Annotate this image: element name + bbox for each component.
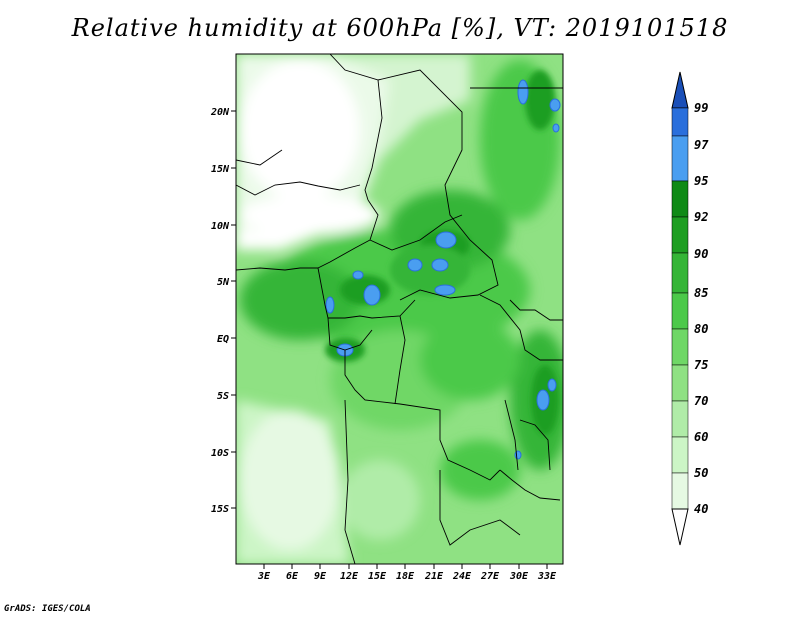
colorbar-label: 50: [694, 466, 708, 480]
colorbar-top-arrow: [671, 71, 689, 109]
colorbar-segment: [671, 472, 689, 510]
colorbar-label: 95: [694, 174, 708, 188]
colorbar-segment: [671, 107, 689, 137]
chart-title: Relative humidity at 600hPa [%], VT: 201…: [71, 14, 729, 42]
lat-label: 5S: [217, 391, 229, 402]
colorbar-label: 60: [694, 430, 708, 444]
colorbar-label: 90: [694, 247, 708, 261]
colorbar-label: 70: [694, 394, 708, 408]
colorbar-segment: [671, 292, 689, 330]
lon-label: 12E: [340, 571, 359, 582]
humidity-field: [236, 54, 563, 564]
colorbar: 99 97 95 92 90 85 80 75 70 60 50 40: [671, 71, 709, 546]
lat-label: 10S: [211, 448, 229, 459]
colorbar-segment: [671, 328, 689, 366]
lat-label: 15N: [211, 164, 230, 175]
lon-label: 27E: [480, 571, 500, 582]
lon-label: 30E: [509, 571, 529, 582]
grads-credit: GrADS: IGES/COLA: [4, 604, 91, 614]
lon-label: 18E: [396, 571, 415, 582]
colorbar-label: 75: [694, 358, 708, 372]
lat-label: 5N: [217, 277, 230, 288]
colorbar-label: 40: [694, 502, 708, 516]
lat-axis: 20N 15N 10N 5N EQ 5S 10S 15S: [210, 107, 236, 515]
lat-label: 20N: [210, 107, 230, 118]
country-borders: [236, 54, 563, 564]
lon-label: 24E: [452, 571, 472, 582]
lon-label: 9E: [314, 571, 327, 582]
colorbar-segment: [671, 252, 689, 294]
map-frame: [235, 53, 564, 565]
colorbar-bottom-arrow: [671, 508, 689, 546]
colorbar-segment: [671, 180, 689, 218]
lon-label: 21E: [424, 571, 444, 582]
colorbar-label: 85: [694, 286, 708, 300]
colorbar-segment: [671, 436, 689, 474]
lat-label: 15S: [211, 504, 229, 515]
lat-label: EQ: [217, 334, 229, 345]
colorbar-segment: [671, 400, 689, 438]
colorbar-label: 99: [694, 101, 708, 115]
lat-label: 10N: [211, 221, 230, 232]
colorbar-label: 97: [694, 138, 709, 152]
colorbar-segment: [671, 364, 689, 402]
lon-label: 3E: [257, 571, 271, 582]
lon-label: 33E: [537, 571, 557, 582]
colorbar-segment: [671, 135, 689, 182]
colorbar-label: 92: [694, 210, 708, 224]
colorbar-label: 80: [694, 322, 708, 336]
lon-axis: 3E 6E 9E 12E 15E 18E 21E 24E 27E 30E 33E: [257, 564, 557, 582]
lon-label: 6E: [286, 571, 299, 582]
colorbar-segment: [671, 216, 689, 254]
lon-label: 15E: [368, 571, 387, 582]
